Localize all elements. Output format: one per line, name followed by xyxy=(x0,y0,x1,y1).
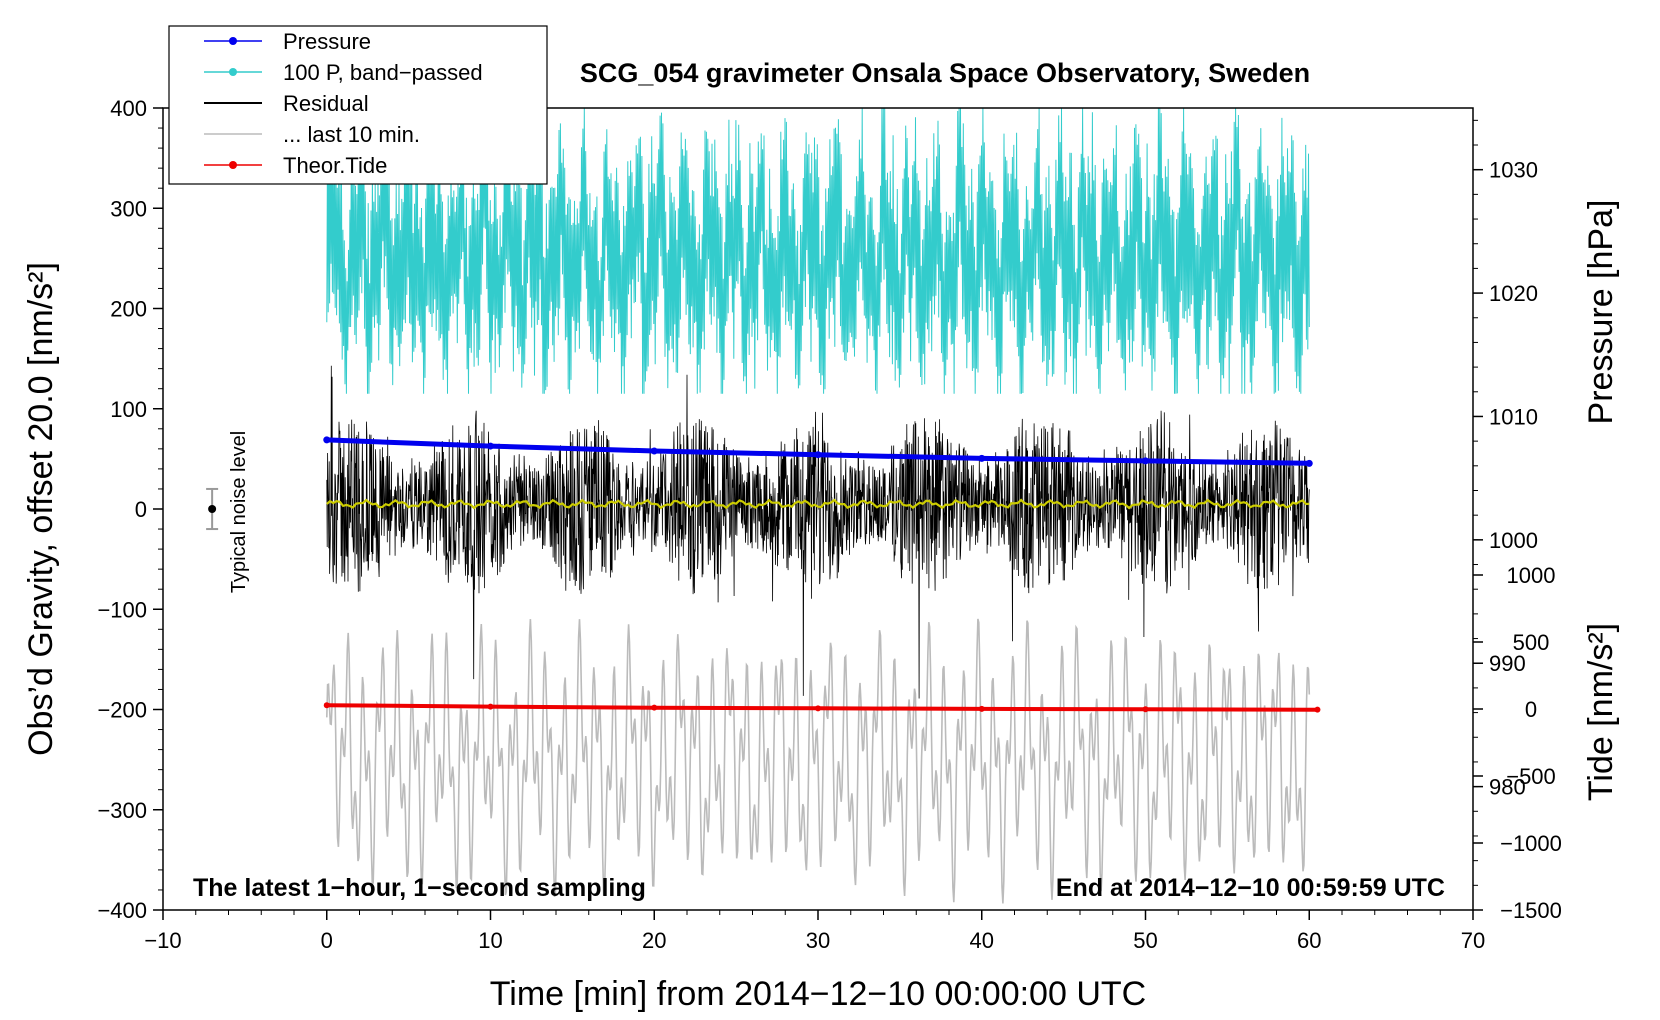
x-axis-label: Time [min] from 2014−12−10 00:00:00 UTC xyxy=(490,975,1146,1013)
y-tick-label-left: 200 xyxy=(110,297,147,322)
tide-tick-label: 1000 xyxy=(1507,563,1556,588)
pressure-point xyxy=(814,451,822,459)
y-tick-label-left: −200 xyxy=(97,698,147,723)
tide-tick-label: 0 xyxy=(1525,697,1537,722)
residual-smoothed-line xyxy=(326,498,1310,510)
x-tick-label: 50 xyxy=(1133,928,1157,953)
tide-point xyxy=(815,705,821,712)
pressure-tick-label: 1010 xyxy=(1489,404,1538,429)
tide-tick-label: −1000 xyxy=(1500,831,1562,856)
legend-label: ... last 10 min. xyxy=(283,122,420,147)
x-tick-label: 30 xyxy=(806,928,830,953)
pressure-point xyxy=(978,454,986,462)
tide-point xyxy=(978,705,985,712)
tide-tick-label: −500 xyxy=(1506,764,1556,789)
pressure-tick-label: 1020 xyxy=(1489,281,1538,306)
pressure-point xyxy=(1305,459,1313,467)
annotation-sampling: The latest 1−hour, 1−second sampling xyxy=(193,874,646,902)
y-tick-label-left: 0 xyxy=(135,497,147,522)
y-tick-label-left: −300 xyxy=(97,798,147,823)
legend-box xyxy=(168,25,548,185)
legend-marker xyxy=(229,68,237,76)
pressure-tick-label: 980 xyxy=(1489,775,1526,800)
x-tick-label: 60 xyxy=(1297,928,1321,953)
x-tick-label: 20 xyxy=(642,928,666,953)
legend-label: Pressure xyxy=(283,29,371,54)
legend-label: Residual xyxy=(283,91,369,116)
pressure-tick-label: 990 xyxy=(1489,651,1526,676)
typical-noise-marker xyxy=(206,487,219,531)
y-axis-label-pressure: Pressure [hPa] xyxy=(1582,200,1620,425)
x-tick-label: 70 xyxy=(1461,928,1485,953)
x-tick-label: 0 xyxy=(321,928,333,953)
tide-point xyxy=(651,704,658,711)
pressure-point xyxy=(650,447,658,455)
tide-tick-label: −1500 xyxy=(1500,898,1562,923)
legend-marker xyxy=(229,161,237,169)
tide-line xyxy=(326,703,1318,712)
pressure-tick-label: 1000 xyxy=(1489,528,1538,553)
residual-line xyxy=(326,365,1310,699)
tide-point xyxy=(1142,706,1149,713)
tide-point xyxy=(323,702,330,709)
x-tick-label: 10 xyxy=(478,928,502,953)
noise-point xyxy=(208,505,217,513)
legend-marker xyxy=(229,37,237,45)
last-10-min-line xyxy=(326,618,1311,904)
tide-point xyxy=(487,703,494,710)
y-tick-label-left: −400 xyxy=(97,898,147,923)
x-tick-label: 40 xyxy=(970,928,994,953)
x-tick-label: −10 xyxy=(144,928,181,953)
y-tick-label-left: −100 xyxy=(97,597,147,622)
pressure-point xyxy=(323,436,331,444)
annotation-end-time: End at 2014−12−10 00:59:59 UTC xyxy=(1056,874,1445,902)
legend-label: 100 P, band−passed xyxy=(283,60,483,85)
chart-title: SCG_054 gravimeter Onsala Space Observat… xyxy=(580,58,1310,88)
legend-label: Theor.Tide xyxy=(283,153,387,178)
bandpassed-pressure-line xyxy=(326,108,1310,394)
tide-point xyxy=(1314,706,1321,713)
y-tick-label-left: 300 xyxy=(110,196,147,221)
legend: Pressure 100 P, band−passed Residual ... la… xyxy=(168,25,548,185)
noise-level-label: Typical noise level xyxy=(228,431,250,593)
y-axis-label-tide: Tide [nm/s²] xyxy=(1582,623,1620,801)
pressure-point xyxy=(1142,457,1149,465)
y-axis-label-left: Obs’d Gravity, offset 20.0 [nm/s²] xyxy=(22,262,60,756)
pressure-point xyxy=(487,442,494,450)
y-tick-label-left: 400 xyxy=(110,96,147,121)
tide-tick-label: 500 xyxy=(1513,630,1550,655)
pressure-tick-label: 1030 xyxy=(1489,158,1538,183)
y-tick-label-left: 100 xyxy=(110,397,147,422)
